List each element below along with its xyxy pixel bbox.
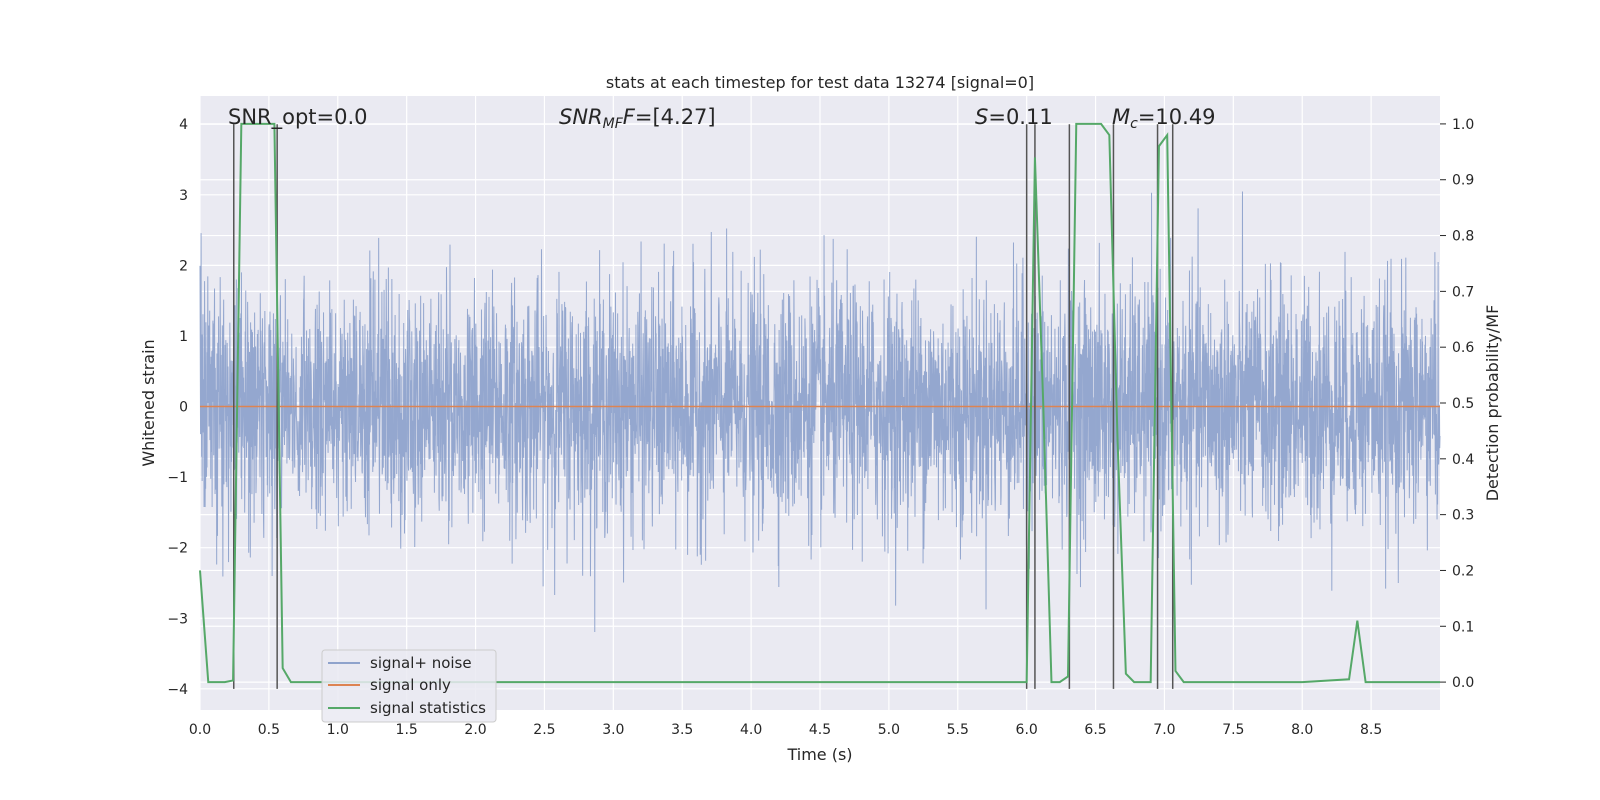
series-signal-noise bbox=[199, 191, 1441, 633]
x-tick-label: 5.0 bbox=[878, 722, 900, 738]
x-tick-label: 7.5 bbox=[1222, 722, 1244, 738]
y-left-tick-label: −2 bbox=[167, 541, 188, 557]
y-left-tick-label: 1 bbox=[179, 329, 188, 345]
x-tick-label: 8.0 bbox=[1291, 722, 1313, 738]
annotation-mc: Mc=10.49 bbox=[1112, 105, 1216, 132]
x-tick-label: 3.5 bbox=[671, 722, 693, 738]
x-tick-label: 4.5 bbox=[809, 722, 831, 738]
y-right-tick-label: 1.0 bbox=[1452, 117, 1474, 133]
x-tick-label: 3.0 bbox=[602, 722, 624, 738]
y-right-tick-label: 0.3 bbox=[1452, 508, 1474, 524]
y-left-tick-label: −4 bbox=[167, 682, 188, 698]
x-tick-label: 1.5 bbox=[396, 722, 418, 738]
noise-trace bbox=[199, 191, 1441, 633]
y-left-tick-label: 3 bbox=[179, 188, 188, 204]
y-right-tick-label: 0.2 bbox=[1452, 563, 1474, 579]
x-tick-label: 4.0 bbox=[740, 722, 762, 738]
legend-label-statistics: signal statistics bbox=[370, 699, 486, 717]
legend-box bbox=[321, 649, 497, 723]
y-right-tick-label: 0.4 bbox=[1452, 452, 1474, 468]
y-right-tick-label: 0.6 bbox=[1452, 340, 1474, 356]
y-right-tick-label: 0.0 bbox=[1452, 675, 1474, 691]
chart-title: stats at each timestep for test data 132… bbox=[606, 73, 1034, 92]
x-tick-label: 1.0 bbox=[327, 722, 349, 738]
legend-label-signal-only: signal only bbox=[370, 676, 451, 694]
vertical-markers bbox=[233, 124, 1174, 689]
x-tick-label: 6.5 bbox=[1084, 722, 1106, 738]
annotation-snr-mf: SNRMFF=[4.27] bbox=[559, 105, 716, 132]
y-left-tick-label: 2 bbox=[179, 258, 188, 274]
y-right-tick-label: 0.1 bbox=[1452, 619, 1474, 635]
y-right-tick-labels: 1.0 0.9 0.8 0.7 0.6 0.5 0.4 0.3 0.2 0.1 0.0 bbox=[1440, 117, 1474, 691]
x-tick-label: 2.5 bbox=[533, 722, 555, 738]
x-axis-label: Time (s) bbox=[786, 745, 852, 764]
y-right-tick-label: 0.8 bbox=[1452, 229, 1474, 245]
legend-label-noise: signal+ noise bbox=[370, 654, 472, 672]
y-left-tick-label: 0 bbox=[179, 400, 188, 416]
x-tick-label: 7.0 bbox=[1153, 722, 1175, 738]
x-tick-labels: 0.0 0.5 1.0 1.5 2.0 2.5 3.0 3.5 4.0 4.5 5.0 5.5 6.0 6… bbox=[189, 722, 1382, 738]
y-right-tick-label: 0.7 bbox=[1452, 284, 1474, 300]
x-tick-label: 5.5 bbox=[947, 722, 969, 738]
y-right-axis-label: Detection probability/MF bbox=[1483, 305, 1502, 502]
y-left-tick-label: −3 bbox=[167, 611, 188, 627]
x-tick-label: 8.5 bbox=[1360, 722, 1382, 738]
y-left-tick-labels: 4 3 2 1 0 −1 −2 −3 −4 bbox=[167, 117, 188, 698]
y-right-tick-label: 0.9 bbox=[1452, 173, 1474, 189]
annotation-snr-opt: SNR_opt=0.0 bbox=[228, 105, 368, 130]
annotation-s: S=0.11 bbox=[975, 105, 1053, 129]
x-tick-label: 0.5 bbox=[258, 722, 280, 738]
x-tick-label: 6.0 bbox=[1016, 722, 1038, 738]
y-left-axis-label: Whitened strain bbox=[139, 339, 158, 466]
legend: signal+ noise signal only signal statist… bbox=[321, 649, 497, 723]
y-left-tick-label: 4 bbox=[179, 117, 188, 133]
y-right-tick-label: 0.5 bbox=[1452, 396, 1474, 412]
y-left-tick-label: −1 bbox=[167, 470, 188, 486]
x-tick-label: 0.0 bbox=[189, 722, 211, 738]
x-tick-label: 2.0 bbox=[464, 722, 486, 738]
